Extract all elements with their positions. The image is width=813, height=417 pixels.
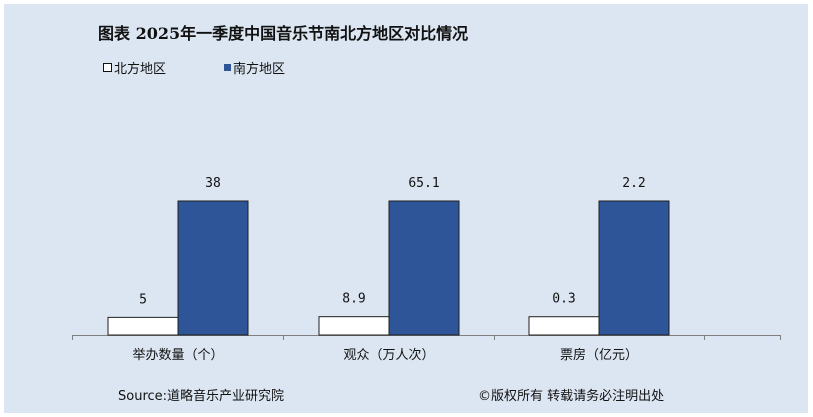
source-note: Source:道略音乐产业研究院 xyxy=(118,389,285,404)
data-label-north-0: 5 xyxy=(139,292,147,307)
bar-south-2 xyxy=(598,200,670,336)
legend-swatch-south xyxy=(224,64,231,71)
bar-north-2 xyxy=(528,316,600,336)
bar-south-0 xyxy=(177,200,249,336)
legend-swatch-north xyxy=(103,63,112,72)
category-label-2: 票房（亿元） xyxy=(560,347,638,363)
legend-item-south: 南方地区 xyxy=(224,58,285,77)
bar-north-1 xyxy=(318,316,390,336)
bar-north-0 xyxy=(107,316,179,336)
legend-item-north: 北方地区 xyxy=(103,58,166,77)
legend-label-south: 南方地区 xyxy=(233,62,286,77)
category-label-1: 观众（万人次） xyxy=(343,347,434,363)
bar-south-1 xyxy=(388,200,460,336)
legend-label-north: 北方地区 xyxy=(114,62,167,77)
data-label-south-2: 2.2 xyxy=(622,176,645,191)
data-label-north-2: 0.3 xyxy=(552,292,575,307)
chart-title: 图表 2025年一季度中国音乐节南北方地区对比情况 xyxy=(98,24,469,43)
copyright-note: ©版权所有 转载请务必注明出处 xyxy=(478,389,665,404)
data-label-north-1: 8.9 xyxy=(342,292,365,307)
category-label-0: 举办数量（个） xyxy=(132,348,223,363)
data-label-south-1: 65.1 xyxy=(408,176,439,191)
data-label-south-0: 38 xyxy=(205,176,221,191)
